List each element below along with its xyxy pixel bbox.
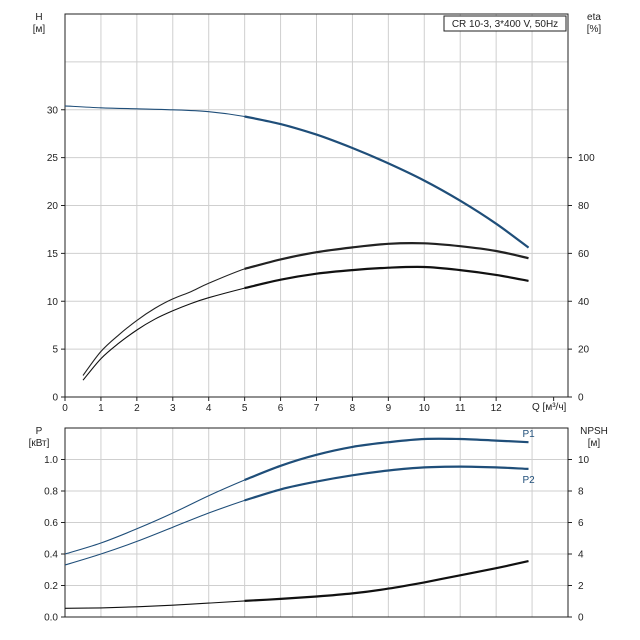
y-axis-unit: [кВт] <box>29 438 50 449</box>
y-tick-label: 25 <box>47 153 59 164</box>
x-tick-label: 0 <box>62 403 68 414</box>
y-tick-label: 20 <box>47 201 59 212</box>
series-p1-line <box>64 438 529 555</box>
series-0-2-operating-range <box>244 265 529 290</box>
series-0-1-line <box>82 242 529 376</box>
y-tick-label: 0.8 <box>44 487 58 498</box>
y-tick-label: 0.6 <box>44 518 58 529</box>
series-0-2-line <box>82 266 529 381</box>
x-tick-label: 6 <box>278 403 284 414</box>
x-tick-label: 10 <box>419 403 431 414</box>
x-tick-label: 9 <box>386 403 392 414</box>
y2-tick-label: 8 <box>578 487 584 498</box>
y-tick-label: 1.0 <box>44 455 58 466</box>
series-p2-operating-range <box>244 465 529 502</box>
x-tick-label: 3 <box>170 403 176 414</box>
series-p1-operating-range <box>244 437 529 482</box>
y-axis-label: H <box>35 12 42 23</box>
series-1-2-line <box>64 560 529 609</box>
series-p2-line <box>64 466 529 566</box>
y2-tick-label: 6 <box>578 518 584 529</box>
series-p2-label: P2 <box>522 475 535 486</box>
y-tick-label: 30 <box>47 105 59 116</box>
x-tick-label: 4 <box>206 403 212 414</box>
series-0-1-operating-range <box>244 241 529 270</box>
series-p1-label: P1 <box>522 429 535 440</box>
series-0-0-line <box>64 105 529 249</box>
series-0-0-operating-range <box>244 115 530 249</box>
chart-title: CR 10-3, 3*400 V, 50Hz <box>452 19 558 30</box>
series-1-2-operating-range <box>244 560 529 602</box>
y-tick-label: 0.4 <box>44 550 58 561</box>
y-tick-label: 0 <box>52 393 58 404</box>
y2-axis-label: NPSH <box>580 426 608 437</box>
y-tick-label: 10 <box>47 297 59 308</box>
x-tick-label: 5 <box>242 403 248 414</box>
y2-tick-label: 10 <box>578 455 590 466</box>
y2-tick-label: 2 <box>578 581 584 592</box>
x-axis-label: Q [м³/ч] <box>532 402 567 413</box>
y2-axis-unit: [м] <box>588 438 601 449</box>
y-tick-label: 0.2 <box>44 581 58 592</box>
y2-tick-label: 0 <box>578 613 584 624</box>
y-tick-label: 0.0 <box>44 613 58 624</box>
x-tick-label: 11 <box>455 403 466 414</box>
x-tick-label: 7 <box>314 403 320 414</box>
x-tick-label: 2 <box>134 403 140 414</box>
power-npsh-panel: 0.0 0.2 0.4 0.6 0.8 1.0 0 2 4 6 8 10 P[кВт] NPSH[м] P1… <box>29 426 608 624</box>
y2-axis-label: eta <box>587 12 601 23</box>
y2-tick-label: 0 <box>578 393 584 404</box>
title-box <box>443 15 567 32</box>
y-tick-label: 5 <box>52 345 58 356</box>
x-tick-label: 1 <box>98 403 104 414</box>
y-axis-label: P <box>36 426 43 437</box>
y2-tick-label: 4 <box>578 550 584 561</box>
x-tick-label: 8 <box>350 403 356 414</box>
x-tick-label: 12 <box>491 403 503 414</box>
y-tick-label: 15 <box>47 249 59 260</box>
y2-tick-label: 100 <box>578 153 595 164</box>
y2-axis-unit: [%] <box>587 24 602 35</box>
y2-tick-label: 60 <box>578 249 590 260</box>
y-axis-unit: [м] <box>33 24 46 35</box>
y2-tick-label: 80 <box>578 201 590 212</box>
y2-tick-label: 20 <box>578 345 590 356</box>
y2-tick-label: 40 <box>578 297 590 308</box>
